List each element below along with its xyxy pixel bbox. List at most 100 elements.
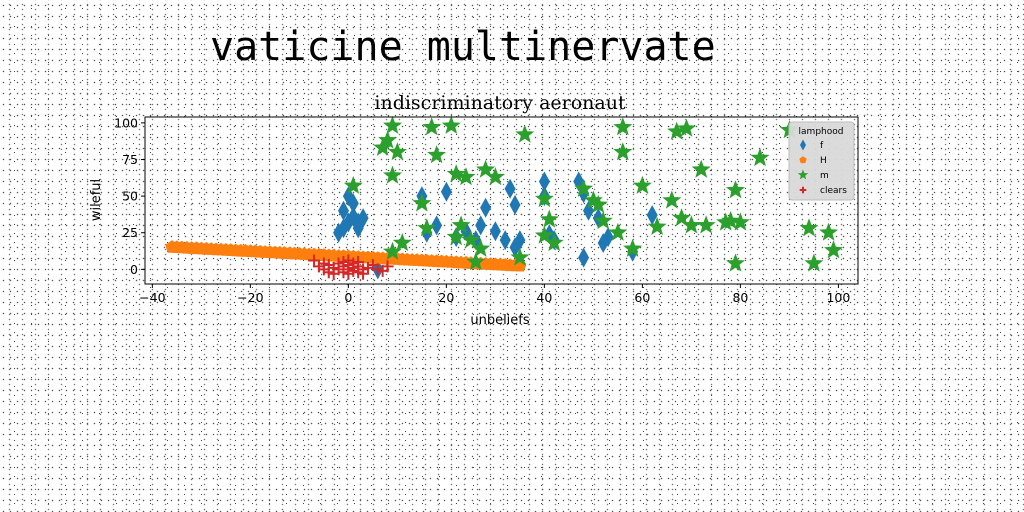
data-point [623,238,643,257]
data-point [726,180,745,199]
data-point [824,240,843,259]
data-point [485,167,505,186]
data-point [471,238,491,257]
legend-box [788,121,855,201]
y-tick-label: 100 [114,115,138,130]
legend-label: m [820,171,829,181]
data-point [730,212,750,231]
data-point [534,225,554,244]
data-point [475,215,487,236]
x-axis-label: unbeliefs [470,313,530,328]
data-point [593,211,613,230]
data-point [499,230,511,251]
data-point [412,193,432,212]
data-point [461,230,481,249]
data-point [440,181,452,202]
data-point [431,215,443,236]
data-point [632,175,652,194]
x-tick-label: −20 [237,290,263,305]
data-point [539,209,559,228]
y-tick-label: 75 [122,152,138,167]
legend: lamphood fHm clears [788,121,855,201]
data-point [352,256,365,269]
x-tick-label: 40 [536,290,552,305]
data-point [509,194,521,215]
data-point [383,165,402,184]
data-point [427,145,447,164]
data-point [480,197,492,218]
data-point [750,148,770,167]
data-point [441,115,461,134]
y-axis: 0 25 50 75 100 [114,115,145,277]
legend-label: f [820,141,824,151]
data-point [721,211,741,230]
y-tick-label: 0 [130,262,138,277]
data-point [451,215,471,234]
series-H [165,240,527,272]
y-axis-label: wileful [89,179,104,221]
chart-title: indiscriminatory aeronaut [374,92,626,114]
data-point [515,124,535,143]
data-point [799,218,819,237]
data-point [672,208,692,227]
legend-marker [797,169,809,180]
data-point [726,253,745,272]
x-tick-label: 0 [344,290,352,305]
data-point [476,159,496,178]
data-point [646,205,658,226]
x-axis: −40 −20 0 20 40 60 80 100 [139,284,850,305]
data-point [819,222,839,241]
data-point [544,233,564,252]
data-point [677,118,696,137]
data-point [583,190,603,209]
legend-label: clears [820,186,847,196]
data-point [662,190,682,209]
plot-markers [165,115,843,280]
data-point [422,117,442,136]
data-point [681,215,701,234]
data-point [613,142,633,161]
y-tick-label: 50 [122,189,138,204]
legend-marker [799,186,807,194]
data-point [538,171,550,192]
data-point [613,117,633,136]
data-point [383,241,402,260]
data-point [602,227,614,248]
legend-marker [799,156,807,164]
data-point [378,130,398,149]
x-tick-label: 100 [826,290,850,305]
data-point [510,247,530,266]
data-point [574,178,594,197]
data-point [343,175,363,194]
data-point [338,200,349,221]
data-point [667,121,687,140]
x-tick-label: −40 [139,290,165,305]
y-tick-label: 25 [122,225,138,240]
legend-marker [800,139,806,151]
data-point [446,227,466,246]
data-point [504,178,516,199]
x-tick-label: 20 [438,290,454,305]
data-point [588,194,608,213]
data-point [446,164,466,183]
data-point [608,222,628,241]
x-tick-label: 80 [732,290,748,305]
data-point [509,237,521,258]
data-point [804,253,824,272]
data-point [417,218,437,237]
data-point [347,193,359,214]
data-point [578,247,590,268]
x-tick-label: 60 [634,290,650,305]
data-point [466,252,486,271]
page-heading: vaticine multinervate [210,24,716,70]
plot-frame [144,116,859,285]
data-point [696,215,716,234]
data-point [647,216,667,235]
legend-label: H [820,156,827,166]
legend-title: lamphood [799,127,844,137]
series-clears [308,254,394,280]
data-point [534,189,554,208]
data-point [489,221,501,242]
data-point [383,115,402,134]
